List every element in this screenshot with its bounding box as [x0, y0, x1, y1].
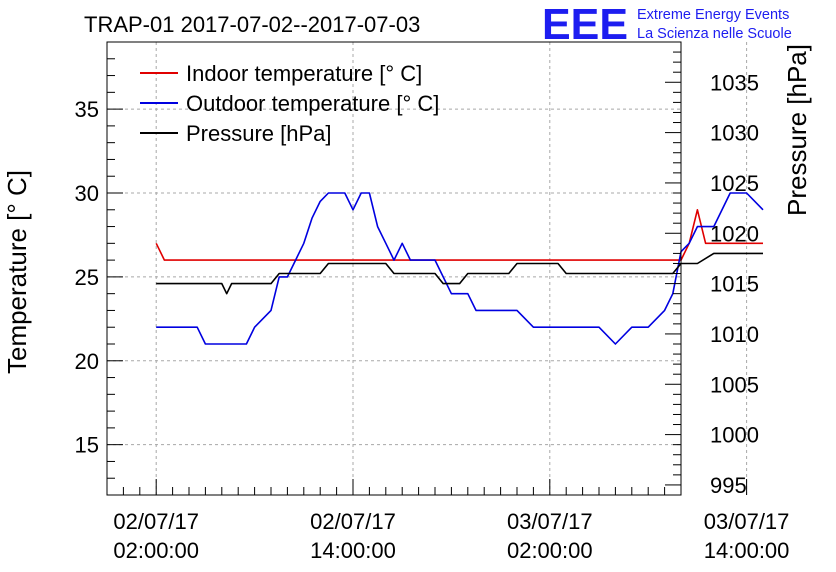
- y2-tick-label: 1010: [710, 322, 759, 347]
- logo-mark: EEE: [542, 0, 628, 49]
- x-tick-label-date: 03/07/17: [507, 509, 593, 534]
- y-tick-label: 30: [75, 181, 99, 206]
- tick-marks: [107, 51, 748, 495]
- x-tick-label-time: 02:00:00: [113, 538, 199, 563]
- legend-label-2: Pressure [hPa]: [186, 121, 332, 146]
- eee-logo: EEE Extreme Energy Events La Scienza nel…: [542, 0, 792, 49]
- y2-axis-title: Pressure [hPa]: [782, 44, 812, 216]
- y2-tick-label: 1025: [710, 171, 759, 196]
- series-layer: [155, 192, 764, 345]
- tick-labels: 15 20 25 30 35 995 1000 1005 1010 1015 1020 1025 103…: [75, 70, 790, 563]
- y-tick-label: 35: [75, 97, 99, 122]
- y2-tick-label: 995: [710, 473, 747, 498]
- x-tick-label-time: 02:00:00: [507, 538, 593, 563]
- legend: Indoor temperature [° C] Outdoor temperat…: [140, 61, 439, 146]
- y-tick-label: 25: [75, 265, 99, 290]
- y2-tick-label: 1015: [710, 272, 759, 297]
- series-line-2: [156, 252, 763, 295]
- chart-title: TRAP-01 2017-07-02--2017-07-03: [84, 12, 420, 37]
- x-tick-label-time: 14:00:00: [310, 538, 396, 563]
- logo-line1: Extreme Energy Events: [637, 7, 789, 23]
- x-tick-label-date: 02/07/17: [113, 509, 199, 534]
- series-line-0: [155, 209, 763, 261]
- x-tick-label-time: 14:00:00: [704, 538, 790, 563]
- legend-label-0: Indoor temperature [° C]: [186, 61, 422, 86]
- logo-line2: La Scienza nelle Scuole: [637, 26, 792, 42]
- y2-tick-label: 1030: [710, 121, 759, 146]
- x-tick-label-date: 03/07/17: [704, 509, 790, 534]
- series-line-1: [156, 192, 764, 345]
- x-tick-label-date: 02/07/17: [310, 509, 396, 534]
- y2-tick-label: 1000: [710, 423, 759, 448]
- y2-tick-label: 1020: [710, 221, 759, 246]
- y-tick-label: 20: [75, 349, 99, 374]
- y-axis-title: Temperature [° C]: [2, 170, 32, 374]
- y2-tick-label: 1005: [710, 372, 759, 397]
- y2-tick-label: 1035: [710, 70, 759, 95]
- plot-frame: [106, 41, 682, 496]
- legend-label-1: Outdoor temperature [° C]: [186, 91, 439, 116]
- y-tick-label: 15: [75, 433, 99, 458]
